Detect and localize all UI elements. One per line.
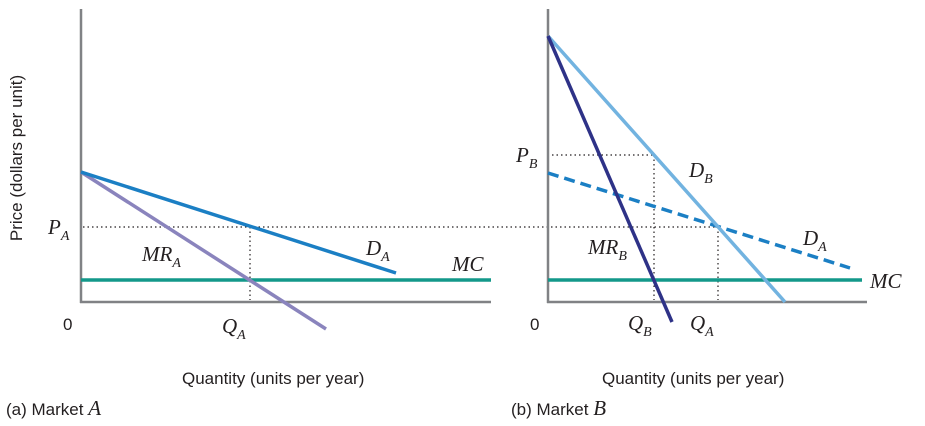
panel-a-mr-label-main: MR [141, 242, 172, 266]
panel-b-demand-b-label-sub: B [704, 172, 713, 187]
panel-b-mc-label: MC [869, 269, 902, 293]
panel-a-mr-label: MRA [141, 242, 181, 271]
panel-a-origin-label: 0 [63, 315, 72, 334]
panel-a-price-label-sub: A [60, 229, 70, 244]
panel-b: PB DB DA MRB MC 0 QB QA Quantity (units … [511, 9, 902, 420]
panel-b-mr-label-main: MR [587, 235, 618, 259]
panel-b-quantity-a-label-sub: A [704, 325, 714, 340]
y-axis-label: Price (dollars per unit) [7, 75, 26, 241]
panel-b-caption-prefix: (b) Market [511, 400, 593, 419]
panel-b-caption: (b) Market B [511, 396, 606, 420]
panel-b-price-label: PB [515, 143, 538, 172]
panel-b-mr-label: MRB [587, 235, 627, 264]
panel-a-mr-label-sub: A [171, 256, 181, 271]
panel-b-price-label-main: P [515, 143, 529, 167]
panel-b-demand-b-line [546, 34, 787, 304]
panel-b-x-axis-label: Quantity (units per year) [602, 369, 784, 388]
panel-b-quantity-b-label-sub: B [643, 325, 652, 340]
panel-a-caption: (a) Market A [6, 396, 101, 420]
panel-a-quantity-label: QA [222, 314, 246, 343]
panel-b-quantity-b-label-main: Q [628, 311, 643, 335]
panel-a-quantity-label-main: Q [222, 314, 237, 338]
panel-a-x-axis-label: Quantity (units per year) [182, 369, 364, 388]
panel-a-demand-label-sub: A [380, 250, 390, 265]
panel-a-price-label-main: P [47, 215, 61, 239]
panel-b-quantity-b-label: QB [628, 311, 652, 340]
panel-b-mr-line [546, 35, 674, 323]
panel-b-demand-a-dashed-line [547, 171, 851, 270]
panel-a-caption-prefix: (a) Market [6, 400, 88, 419]
panel-b-quantity-a-label: QA [690, 311, 714, 340]
panel-b-demand-b-label: DB [688, 158, 713, 187]
panel-a-mr-line [80, 170, 327, 331]
panel-b-mr-label-sub: B [618, 249, 627, 264]
panel-b-demand-a-label: DA [802, 226, 827, 255]
panel-b-quantity-a-label-main: Q [690, 311, 705, 335]
panel-a: PA MRA DA MC 0 QA Quantity (units per ye… [6, 9, 718, 420]
panel-b-demand-a-label-main: D [802, 226, 818, 250]
panel-a-caption-var: A [86, 396, 101, 420]
panel-a-demand-label: DA [365, 236, 390, 265]
panel-b-caption-var: B [593, 396, 606, 420]
panel-b-price-label-sub: B [529, 157, 538, 172]
panel-b-origin-label: 0 [530, 315, 539, 334]
panel-a-mc-label: MC [451, 252, 484, 276]
panel-a-quantity-label-sub: A [236, 328, 246, 343]
panel-b-demand-a-label-sub: A [817, 240, 827, 255]
panel-b-demand-b-label-main: D [688, 158, 704, 182]
panel-a-price-label: PA [47, 215, 70, 244]
panel-a-demand-line [80, 170, 397, 275]
panel-a-demand-label-main: D [365, 236, 381, 260]
